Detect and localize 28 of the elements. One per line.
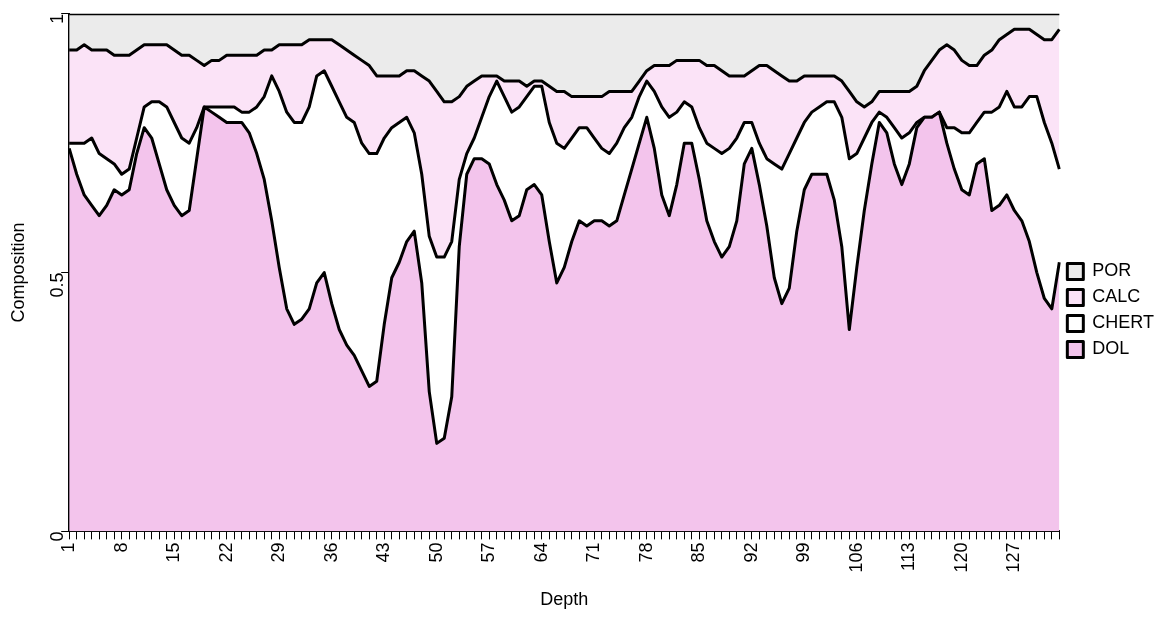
x-tick-label: 85 xyxy=(688,542,709,563)
x-tick-label: 15 xyxy=(163,542,184,563)
y-tick-label: 0.5 xyxy=(47,272,68,298)
legend-label: CHERT xyxy=(1092,312,1155,333)
x-tick-label: 36 xyxy=(320,542,341,563)
x-tick-label: 8 xyxy=(110,542,131,553)
x-tick-label: 50 xyxy=(425,542,446,563)
x-tick-label: 22 xyxy=(215,542,236,563)
x-tick-label: 29 xyxy=(268,542,289,563)
x-tick-label: 71 xyxy=(583,542,604,563)
x-tick-label: 99 xyxy=(793,542,814,563)
y-tick-label: 0 xyxy=(47,531,68,542)
x-tick-label: 43 xyxy=(373,542,394,563)
x-tick-label: 1 xyxy=(58,542,79,553)
legend-label: DOL xyxy=(1092,338,1130,359)
x-tick-label: 78 xyxy=(635,542,656,563)
x-tick-label: 120 xyxy=(950,542,971,573)
y-tick-label: 1 xyxy=(47,13,68,24)
legend-label: POR xyxy=(1092,260,1132,281)
x-tick-label: 57 xyxy=(478,542,499,563)
x-tick-label: 106 xyxy=(845,542,866,573)
x-axis-title: Depth xyxy=(540,589,589,610)
x-tick-label: 127 xyxy=(1003,542,1024,573)
x-tick-label: 64 xyxy=(530,542,551,563)
x-tick-label: 92 xyxy=(740,542,761,563)
y-axis-title: Composition xyxy=(7,222,28,323)
x-tick-label: 113 xyxy=(898,542,919,572)
legend-label: CALC xyxy=(1092,286,1141,307)
